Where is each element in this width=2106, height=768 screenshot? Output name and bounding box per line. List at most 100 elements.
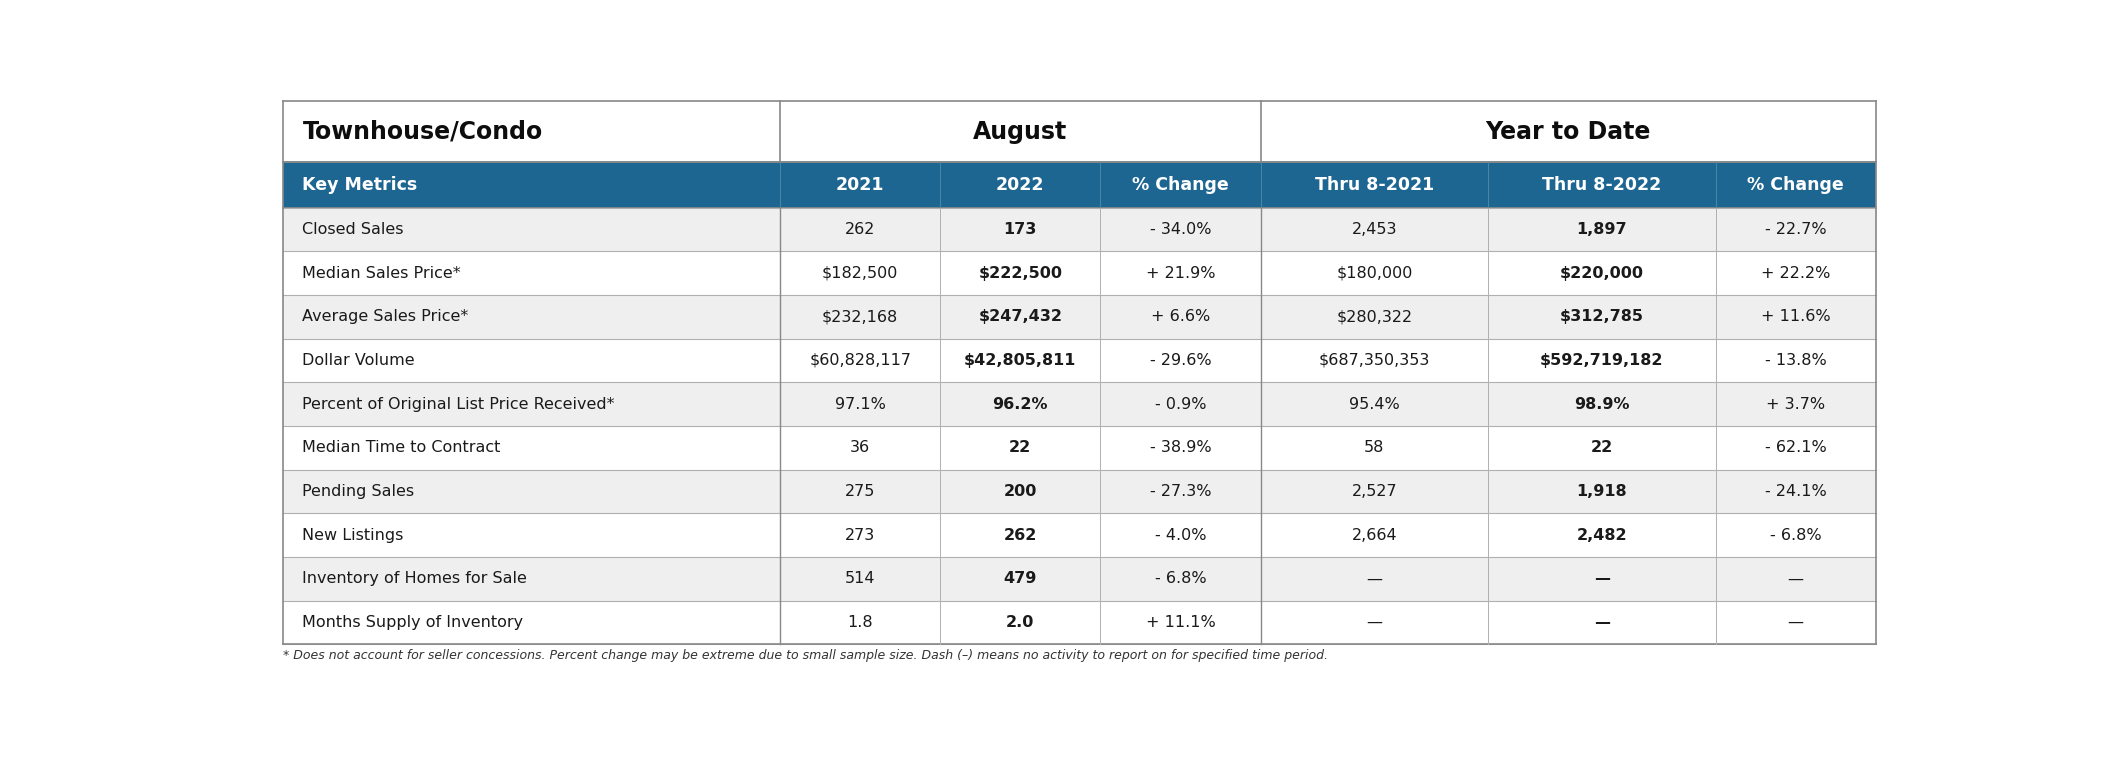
Bar xyxy=(282,601,779,644)
Text: $60,828,117: $60,828,117 xyxy=(809,353,912,368)
Text: —: — xyxy=(1788,571,1803,586)
Text: 262: 262 xyxy=(1005,528,1036,543)
Text: 2021: 2021 xyxy=(836,176,885,194)
Text: Months Supply of Inventory: Months Supply of Inventory xyxy=(303,615,524,630)
Bar xyxy=(282,101,779,162)
Text: —: — xyxy=(1367,571,1382,586)
Text: 262: 262 xyxy=(845,222,876,237)
Text: 2,453: 2,453 xyxy=(1352,222,1396,237)
Text: Inventory of Homes for Sale: Inventory of Homes for Sale xyxy=(303,571,526,586)
Bar xyxy=(1489,295,1716,339)
Bar xyxy=(282,382,779,426)
Bar xyxy=(1261,470,1489,513)
Bar xyxy=(779,513,939,557)
Text: - 6.8%: - 6.8% xyxy=(1154,571,1207,586)
Text: - 38.9%: - 38.9% xyxy=(1150,440,1211,455)
Bar xyxy=(779,251,939,295)
Text: 98.9%: 98.9% xyxy=(1573,396,1630,412)
Text: - 62.1%: - 62.1% xyxy=(1765,440,1826,455)
Text: Year to Date: Year to Date xyxy=(1485,120,1651,144)
Bar xyxy=(1261,207,1489,251)
Bar xyxy=(1261,426,1489,470)
Bar xyxy=(1101,295,1261,339)
Bar xyxy=(779,101,1261,162)
Bar xyxy=(779,162,939,207)
Text: Percent of Original List Price Received*: Percent of Original List Price Received* xyxy=(303,396,615,412)
Bar xyxy=(1489,162,1716,207)
Text: $182,500: $182,500 xyxy=(821,266,899,280)
Bar xyxy=(1101,557,1261,601)
Text: % Change: % Change xyxy=(1748,176,1845,194)
Bar xyxy=(779,601,939,644)
Bar xyxy=(1489,339,1716,382)
Text: Dollar Volume: Dollar Volume xyxy=(303,353,415,368)
Bar xyxy=(779,207,939,251)
Bar xyxy=(282,426,779,470)
Bar xyxy=(1261,601,1489,644)
Text: + 22.2%: + 22.2% xyxy=(1761,266,1830,280)
Bar xyxy=(1716,601,1876,644)
Text: —: — xyxy=(1367,615,1382,630)
Text: $220,000: $220,000 xyxy=(1561,266,1645,280)
Bar xyxy=(1489,557,1716,601)
Text: —: — xyxy=(1594,615,1609,630)
Bar xyxy=(939,251,1101,295)
Text: 22: 22 xyxy=(1590,440,1613,455)
Text: $280,322: $280,322 xyxy=(1337,310,1413,324)
Text: - 6.8%: - 6.8% xyxy=(1769,528,1822,543)
Text: Closed Sales: Closed Sales xyxy=(303,222,404,237)
Bar xyxy=(1716,207,1876,251)
Text: - 4.0%: - 4.0% xyxy=(1154,528,1207,543)
Bar xyxy=(1101,426,1261,470)
Text: $180,000: $180,000 xyxy=(1335,266,1413,280)
Text: Pending Sales: Pending Sales xyxy=(303,484,415,499)
Bar xyxy=(1261,557,1489,601)
Text: Average Sales Price*: Average Sales Price* xyxy=(303,310,470,324)
Bar xyxy=(1716,162,1876,207)
Bar xyxy=(1101,207,1261,251)
Bar xyxy=(939,557,1101,601)
Text: $687,350,353: $687,350,353 xyxy=(1318,353,1430,368)
Text: Median Sales Price*: Median Sales Price* xyxy=(303,266,461,280)
Bar xyxy=(1261,513,1489,557)
Bar xyxy=(1489,470,1716,513)
Bar xyxy=(1101,251,1261,295)
Text: 273: 273 xyxy=(845,528,876,543)
Bar xyxy=(1489,207,1716,251)
Text: - 29.6%: - 29.6% xyxy=(1150,353,1211,368)
Bar xyxy=(1101,382,1261,426)
Bar xyxy=(1489,426,1716,470)
Text: $222,500: $222,500 xyxy=(979,266,1061,280)
Text: - 0.9%: - 0.9% xyxy=(1154,396,1207,412)
Bar xyxy=(939,162,1101,207)
Bar xyxy=(939,207,1101,251)
Bar xyxy=(282,295,779,339)
Bar xyxy=(1261,295,1489,339)
Text: Thru 8-2022: Thru 8-2022 xyxy=(1542,176,1662,194)
Bar xyxy=(1101,162,1261,207)
Text: $592,719,182: $592,719,182 xyxy=(1539,353,1664,368)
Text: 479: 479 xyxy=(1005,571,1036,586)
Bar xyxy=(1489,601,1716,644)
Text: —: — xyxy=(1594,571,1609,586)
Text: - 34.0%: - 34.0% xyxy=(1150,222,1211,237)
Text: 2,482: 2,482 xyxy=(1577,528,1628,543)
Bar xyxy=(779,426,939,470)
Text: August: August xyxy=(973,120,1068,144)
Text: 514: 514 xyxy=(845,571,876,586)
Text: New Listings: New Listings xyxy=(303,528,404,543)
Text: + 6.6%: + 6.6% xyxy=(1150,310,1211,324)
Text: 58: 58 xyxy=(1365,440,1384,455)
Text: 2022: 2022 xyxy=(996,176,1045,194)
Text: 200: 200 xyxy=(1005,484,1036,499)
Text: Median Time to Contract: Median Time to Contract xyxy=(303,440,501,455)
Bar xyxy=(1489,382,1716,426)
Text: - 13.8%: - 13.8% xyxy=(1765,353,1826,368)
Bar xyxy=(282,557,779,601)
Text: $42,805,811: $42,805,811 xyxy=(965,353,1076,368)
Text: + 3.7%: + 3.7% xyxy=(1767,396,1826,412)
Bar xyxy=(282,470,779,513)
Bar xyxy=(1716,382,1876,426)
Text: 173: 173 xyxy=(1005,222,1036,237)
Text: 22: 22 xyxy=(1009,440,1032,455)
